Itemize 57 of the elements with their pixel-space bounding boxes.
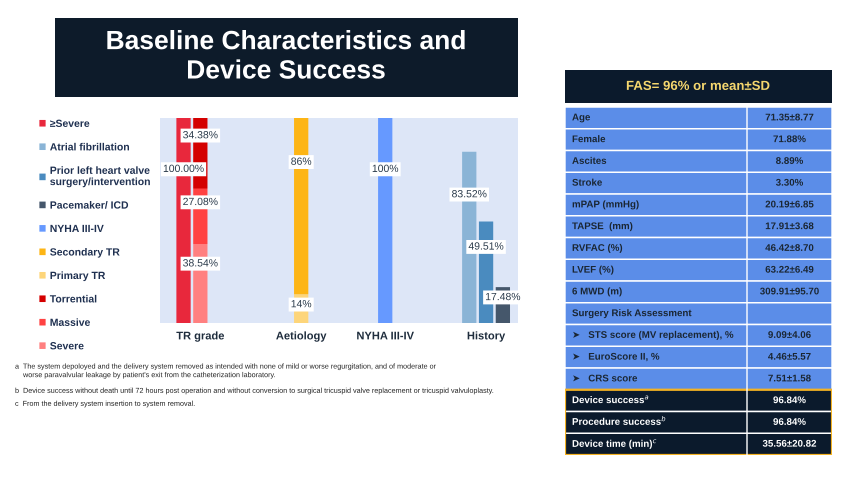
legend-label: Prior left heart valve surgery/intervention: [50, 166, 150, 188]
category-label: Age: [572, 114, 590, 122]
data-label: 100%: [372, 164, 398, 172]
text: 46.42±8.70: [765, 244, 814, 251]
legend-label: Secondary TR: [50, 248, 120, 258]
data-label: 34.38%: [183, 131, 218, 138]
x-tick-label: History: [468, 331, 506, 342]
data-label: 100.00%: [164, 164, 204, 172]
legend-label: Massive: [50, 318, 90, 326]
category-label: ➤ STS score (MV replacement), %: [573, 330, 734, 340]
x-tick-label: NYHA III-IV: [357, 332, 414, 340]
legend-label: Torrential: [50, 294, 96, 303]
text: 63.22±6.49: [766, 266, 814, 273]
text: 3.30%: [776, 178, 804, 186]
data-label: 38.54%: [183, 259, 218, 267]
category-label: ➤ EuroScore II, %: [573, 352, 660, 362]
text: 9.09±4.06: [768, 331, 811, 338]
x-tick-label: TR grade: [176, 331, 224, 342]
category-label: RVFAC (%): [572, 244, 622, 253]
category-label: ➤ CRS score: [573, 374, 638, 382]
legend-label: Severe: [50, 342, 84, 350]
text: 20.19±6.85: [766, 200, 814, 208]
text: 17.91±3.68: [766, 222, 814, 230]
data-label: 27.08%: [183, 198, 218, 206]
text: 71.88%: [773, 135, 806, 142]
category-label: Female: [572, 135, 606, 142]
category-label: Ascites: [572, 156, 606, 164]
text: 4.46±5.57: [768, 352, 811, 360]
text: 35.56±20.82: [762, 440, 816, 447]
x-tick-label: Aetiology: [276, 331, 326, 342]
text: 71.35±8.77: [766, 114, 814, 120]
text: FAS= 96% or mean±SD: [626, 80, 770, 90]
category-label: Surgery Risk Assessment: [572, 309, 692, 318]
legend-label: ≥Severe: [50, 120, 90, 128]
text: 8.89%: [776, 157, 804, 164]
data-label: 83.52%: [452, 190, 487, 198]
legend-label: Primary TR: [50, 271, 106, 282]
data-label: 14%: [292, 300, 312, 308]
category-label: 6 MWD (m): [572, 287, 622, 296]
category-label: Stroke: [572, 178, 602, 186]
data-label: 49.51%: [468, 242, 504, 250]
category-label: LVEF (%): [572, 266, 614, 275]
text: 7.51±1.58: [768, 374, 811, 382]
category-label: Device success$^{a}$: [572, 396, 648, 404]
text: 309.91±95.70: [760, 288, 819, 294]
category-label: Procedure success$^{b}$: [572, 416, 666, 425]
chart-title: Baseline Characteristics and Device Success: [107, 30, 465, 79]
legend-label: Pacemaker/ ICD: [50, 201, 128, 209]
text: 96.84%: [773, 418, 806, 425]
category-label: Device time (min)$^{c}$: [572, 439, 656, 449]
data-label: 86%: [291, 157, 312, 165]
legend-label: Atrial fibrillation: [50, 142, 130, 150]
text: 96.84%: [773, 396, 806, 404]
data-label: 17.48%: [486, 292, 520, 300]
category-label: mPAP (mmHg): [572, 200, 639, 210]
category-label: TAPSE (mm): [572, 222, 632, 232]
legend-label: NYHA III-IV: [50, 224, 104, 232]
